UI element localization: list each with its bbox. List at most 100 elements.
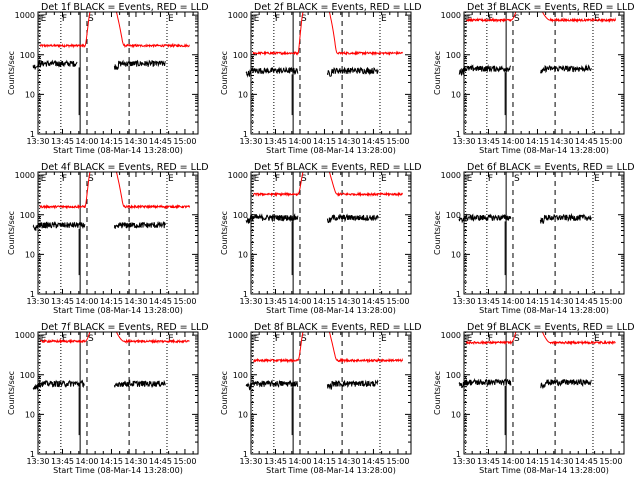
x-tick-label: 14:45 [575, 297, 598, 306]
marker-label: E [41, 174, 47, 184]
x-axis-label: Start Time (08-Mar-14 13:28:00) [53, 466, 183, 475]
events-series-line [32, 379, 86, 391]
y-tick-label: 1000 [228, 11, 248, 20]
y-tick-label: 100 [233, 211, 248, 220]
y-tick-label: 1000 [441, 331, 461, 340]
marker-label: S [514, 174, 520, 184]
events-series-line [32, 59, 78, 70]
y-tick-label: 1 [243, 130, 248, 139]
y-tick-label: 10 [25, 410, 35, 419]
plot-frame [463, 11, 625, 135]
x-axis-label: Start Time (08-Mar-14 13:28:00) [266, 146, 396, 155]
x-tick-label: 14:15 [313, 137, 336, 146]
marker-label: E [381, 14, 387, 24]
x-tick-label: 13:30 [452, 297, 475, 306]
x-tick-label: 14:30 [124, 297, 147, 306]
marker-label: S [301, 14, 307, 24]
x-axis-label: Start Time (08-Mar-14 13:28:00) [479, 466, 609, 475]
y-tick-label: 100 [446, 211, 461, 220]
x-tick-label: 14:00 [288, 457, 311, 466]
events-series-line [32, 220, 86, 231]
x-tick-label: 14:00 [75, 137, 98, 146]
marker-label: E [254, 14, 260, 24]
x-tick-label: 14:45 [149, 137, 172, 146]
marker-label: E [254, 334, 260, 344]
marker-label: S [514, 334, 520, 344]
x-tick-label: 15:00 [173, 457, 196, 466]
x-tick-label: 13:45 [51, 297, 74, 306]
x-tick-label: 14:15 [526, 297, 549, 306]
y-tick-label: 100 [446, 51, 461, 60]
x-tick-label: 13:45 [477, 297, 500, 306]
x-tick-label: 14:45 [575, 457, 598, 466]
x-tick-label: 13:45 [264, 137, 287, 146]
y-tick-label: 1 [243, 290, 248, 299]
x-tick-label: 14:30 [550, 457, 573, 466]
plot-frame [463, 331, 625, 455]
x-tick-label: 14:15 [526, 137, 549, 146]
plot-frame [37, 331, 199, 455]
x-axis-label: Start Time (08-Mar-14 13:28:00) [266, 466, 396, 475]
plot-frame [250, 331, 412, 455]
x-tick-label: 14:15 [526, 457, 549, 466]
x-tick-label: 13:45 [477, 137, 500, 146]
plot-frame [37, 11, 199, 135]
x-tick-label: 13:45 [264, 297, 287, 306]
x-tick-label: 15:00 [599, 457, 622, 466]
x-tick-label: 15:00 [599, 297, 622, 306]
x-tick-label: 14:00 [75, 297, 98, 306]
y-axis-label: Counts/sec [7, 371, 16, 415]
marker-label: E [381, 174, 387, 184]
y-tick-label: 10 [25, 90, 35, 99]
y-tick-label: 10 [238, 410, 248, 419]
marker-label: F [488, 334, 493, 344]
x-tick-label: 14:45 [362, 457, 385, 466]
y-tick-label: 1 [456, 130, 461, 139]
x-tick-label: 14:00 [288, 297, 311, 306]
y-tick-label: 10 [25, 250, 35, 259]
events-series-line [326, 213, 379, 224]
x-tick-label: 15:00 [386, 457, 409, 466]
y-tick-label: 100 [20, 51, 35, 60]
x-axis-label: Start Time (08-Mar-14 13:28:00) [479, 306, 609, 315]
panel-title: Det 3f BLACK = Events, RED = LLD [467, 2, 635, 13]
x-tick-label: 13:30 [26, 297, 49, 306]
x-tick-label: 14:00 [501, 457, 524, 466]
x-tick-label: 14:30 [550, 137, 573, 146]
y-tick-label: 1000 [228, 331, 248, 340]
events-series-line [458, 64, 511, 77]
x-tick-label: 13:45 [51, 137, 74, 146]
marker-label: E [41, 334, 47, 344]
x-tick-label: 14:30 [550, 297, 573, 306]
y-axis-label: Counts/sec [7, 51, 16, 95]
x-tick-label: 15:00 [386, 137, 409, 146]
y-tick-label: 10 [238, 90, 248, 99]
marker-label: S [88, 174, 94, 184]
y-tick-label: 10 [238, 250, 248, 259]
x-tick-label: 13:30 [239, 137, 262, 146]
events-series-line [540, 378, 592, 390]
events-series-line [245, 213, 299, 224]
y-tick-label: 1000 [441, 171, 461, 180]
x-axis-label: Start Time (08-Mar-14 13:28:00) [53, 306, 183, 315]
y-axis-label: Counts/sec [433, 51, 442, 95]
events-series-line [539, 212, 592, 225]
panel-title: Det 6f BLACK = Events, RED = LLD [467, 162, 635, 173]
x-tick-label: 15:00 [173, 297, 196, 306]
x-tick-label: 13:30 [239, 297, 262, 306]
marker-label: S [514, 14, 520, 24]
x-tick-label: 13:45 [51, 457, 74, 466]
x-tick-label: 14:45 [149, 297, 172, 306]
marker-label: E [594, 334, 600, 344]
marker-label: E [594, 14, 600, 24]
x-tick-label: 14:30 [337, 297, 360, 306]
marker-label: S [88, 14, 94, 24]
x-tick-label: 14:30 [337, 457, 360, 466]
marker-label: F [62, 334, 67, 344]
x-tick-label: 14:45 [149, 457, 172, 466]
panel-title: Det 2f BLACK = Events, RED = LLD [254, 2, 422, 13]
